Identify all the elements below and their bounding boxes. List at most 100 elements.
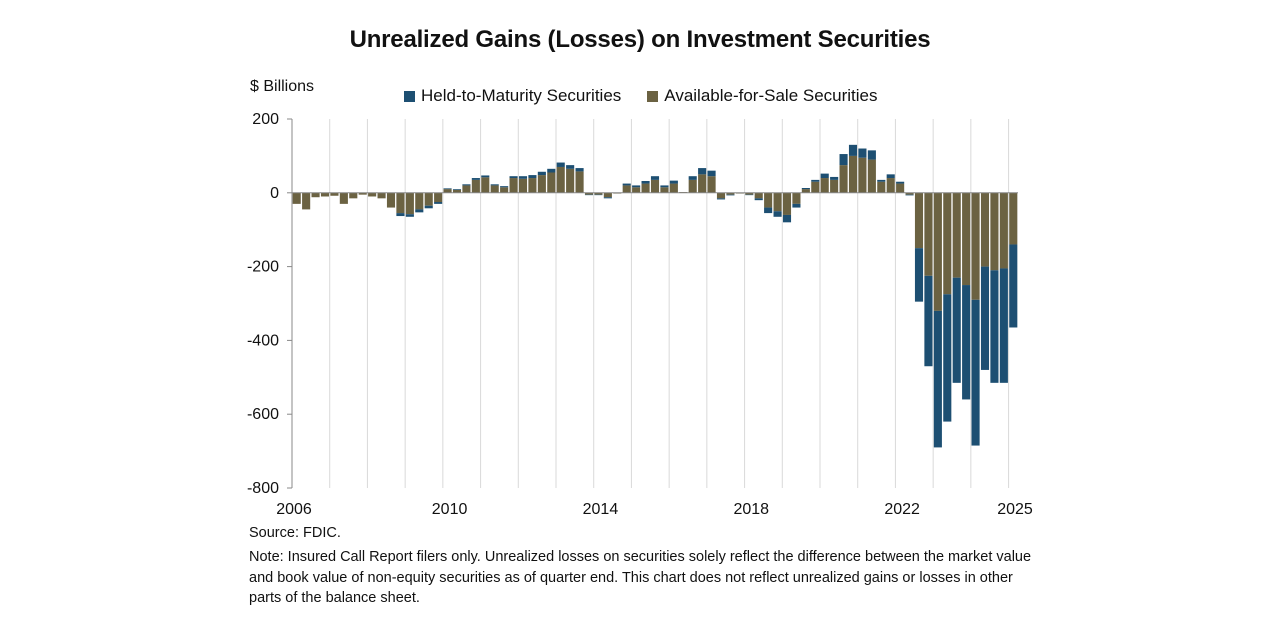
bar-htm-2022Q4 bbox=[924, 275, 933, 367]
bar-afs-2014Q2 bbox=[603, 192, 612, 198]
bar-afs-2007Q4 bbox=[358, 192, 367, 195]
bar-afs-2020Q2 bbox=[830, 179, 839, 193]
bar-htm-2024Q2 bbox=[980, 266, 990, 370]
bar-afs-2015Q3 bbox=[650, 179, 660, 193]
bar-afs-2014Q4 bbox=[622, 185, 631, 193]
bar-afs-2024Q3 bbox=[990, 192, 999, 271]
bar-afs-2024Q1 bbox=[971, 192, 980, 300]
y-tick-label: 200 bbox=[252, 111, 279, 128]
bar-afs-2018Q4 bbox=[773, 192, 782, 212]
bar-afs-2012Q4 bbox=[547, 172, 556, 193]
bar-afs-2009Q4 bbox=[434, 192, 443, 203]
bar-htm-2010Q2 bbox=[452, 189, 462, 190]
bar-htm-2019Q2 bbox=[792, 203, 801, 208]
bar-afs-2021Q1 bbox=[858, 157, 867, 193]
bar-htm-2010Q1 bbox=[443, 188, 452, 190]
source-note: Source: FDIC. bbox=[249, 525, 341, 541]
bar-htm-2020Q4 bbox=[848, 144, 858, 156]
bar-afs-2009Q2 bbox=[415, 192, 424, 210]
bar-htm-2009Q2 bbox=[415, 209, 424, 213]
legend-swatch-afs bbox=[647, 90, 659, 102]
bar-htm-2023Q4 bbox=[962, 285, 971, 400]
bar-afs-2012Q1 bbox=[518, 178, 528, 193]
bar-htm-2020Q1 bbox=[820, 173, 829, 179]
bar-afs-2015Q1 bbox=[632, 187, 641, 193]
chart-title: Unrealized Gains (Losses) on Investment … bbox=[349, 26, 931, 53]
bar-afs-2017Q2 bbox=[716, 192, 726, 199]
bar-htm-2012Q3 bbox=[537, 171, 546, 176]
bar-afs-2006Q4 bbox=[320, 192, 330, 197]
legend-item-htm: Held-to-Maturity Securities bbox=[404, 86, 621, 106]
bar-htm-2025Q1 bbox=[1009, 244, 1018, 328]
bar-afs-2010Q1 bbox=[443, 189, 452, 193]
bar-afs-2011Q1 bbox=[481, 177, 490, 193]
bar-afs-2024Q2 bbox=[980, 192, 990, 267]
bar-afs-2010Q2 bbox=[452, 189, 462, 193]
bar-afs-2018Q2 bbox=[754, 192, 763, 199]
bar-htm-2024Q3 bbox=[990, 270, 999, 383]
chart-legend: Held-to-Maturity Securities Available-fo… bbox=[404, 86, 878, 106]
bar-afs-2018Q1 bbox=[745, 192, 754, 195]
bar-afs-2017Q3 bbox=[726, 192, 735, 195]
bar-htm-2014Q1 bbox=[594, 194, 603, 196]
y-tick-label: -200 bbox=[247, 259, 279, 276]
bar-afs-2011Q4 bbox=[509, 178, 518, 193]
bar-htm-2021Q1 bbox=[858, 148, 867, 158]
bar-afs-2017Q1 bbox=[707, 176, 716, 193]
legend-label-htm: Held-to-Maturity Securities bbox=[421, 86, 622, 105]
bar-afs-2022Q2 bbox=[905, 192, 914, 195]
bar-htm-2023Q1 bbox=[933, 310, 942, 448]
y-tick-label: -800 bbox=[247, 480, 279, 497]
bar-htm-2013Q4 bbox=[584, 194, 594, 196]
bar-htm-2023Q3 bbox=[952, 277, 961, 383]
bar-htm-2013Q2 bbox=[566, 165, 575, 169]
legend-item-afs: Available-for-Sale Securities bbox=[647, 86, 878, 106]
bar-htm-2012Q1 bbox=[518, 176, 528, 179]
bar-htm-2010Q4 bbox=[471, 178, 480, 180]
bar-afs-2010Q4 bbox=[471, 179, 480, 193]
bar-afs-2008Q1 bbox=[368, 192, 377, 197]
bar-htm-2014Q4 bbox=[622, 183, 631, 186]
bar-htm-2017Q1 bbox=[707, 170, 716, 177]
bar-htm-2016Q4 bbox=[698, 168, 707, 175]
bar-afs-2012Q3 bbox=[537, 175, 546, 193]
bar-htm-2019Q4 bbox=[811, 179, 820, 182]
bar-afs-2007Q3 bbox=[349, 192, 358, 199]
bar-htm-2023Q2 bbox=[943, 294, 952, 422]
bar-htm-2013Q3 bbox=[575, 168, 584, 172]
bar-htm-2010Q3 bbox=[462, 184, 471, 186]
x-tick-label: 2010 bbox=[432, 501, 468, 518]
bar-afs-2022Q3 bbox=[914, 192, 924, 249]
bar-afs-2006Q3 bbox=[311, 192, 320, 198]
bar-afs-2023Q1 bbox=[933, 192, 942, 311]
bar-htm-2008Q4 bbox=[396, 213, 405, 217]
y-tick-label: -400 bbox=[247, 332, 279, 349]
bar-htm-2018Q4 bbox=[773, 211, 782, 217]
bar-afs-2015Q2 bbox=[641, 183, 650, 193]
bar-htm-2022Q1 bbox=[896, 181, 905, 184]
bar-afs-2008Q4 bbox=[396, 192, 405, 214]
bar-afs-2011Q3 bbox=[500, 187, 509, 193]
bar-afs-2010Q3 bbox=[462, 185, 471, 193]
bar-afs-2023Q3 bbox=[952, 192, 961, 278]
x-tick-label: 2018 bbox=[733, 501, 769, 518]
bar-afs-2020Q3 bbox=[839, 165, 848, 193]
bar-afs-2016Q4 bbox=[698, 174, 707, 193]
bar-afs-2020Q4 bbox=[848, 155, 858, 193]
bar-afs-2013Q1 bbox=[556, 166, 565, 193]
bar-htm-2015Q4 bbox=[660, 185, 669, 188]
bar-htm-2021Q4 bbox=[886, 174, 895, 179]
bar-afs-2013Q2 bbox=[566, 168, 575, 193]
bar-htm-2022Q2 bbox=[905, 194, 914, 196]
bar-afs-2016Q3 bbox=[688, 179, 697, 193]
bar-afs-2015Q4 bbox=[660, 187, 669, 193]
bar-htm-2009Q1 bbox=[405, 214, 414, 217]
y-axis-unit-label: $ Billions bbox=[250, 78, 315, 95]
bar-afs-2021Q3 bbox=[877, 181, 886, 193]
bar-htm-2017Q2 bbox=[716, 198, 726, 200]
bar-htm-2019Q1 bbox=[782, 214, 792, 223]
bar-htm-2018Q2 bbox=[754, 198, 763, 201]
x-tick-label: 2025 bbox=[997, 501, 1033, 518]
bar-htm-2018Q1 bbox=[745, 194, 754, 196]
